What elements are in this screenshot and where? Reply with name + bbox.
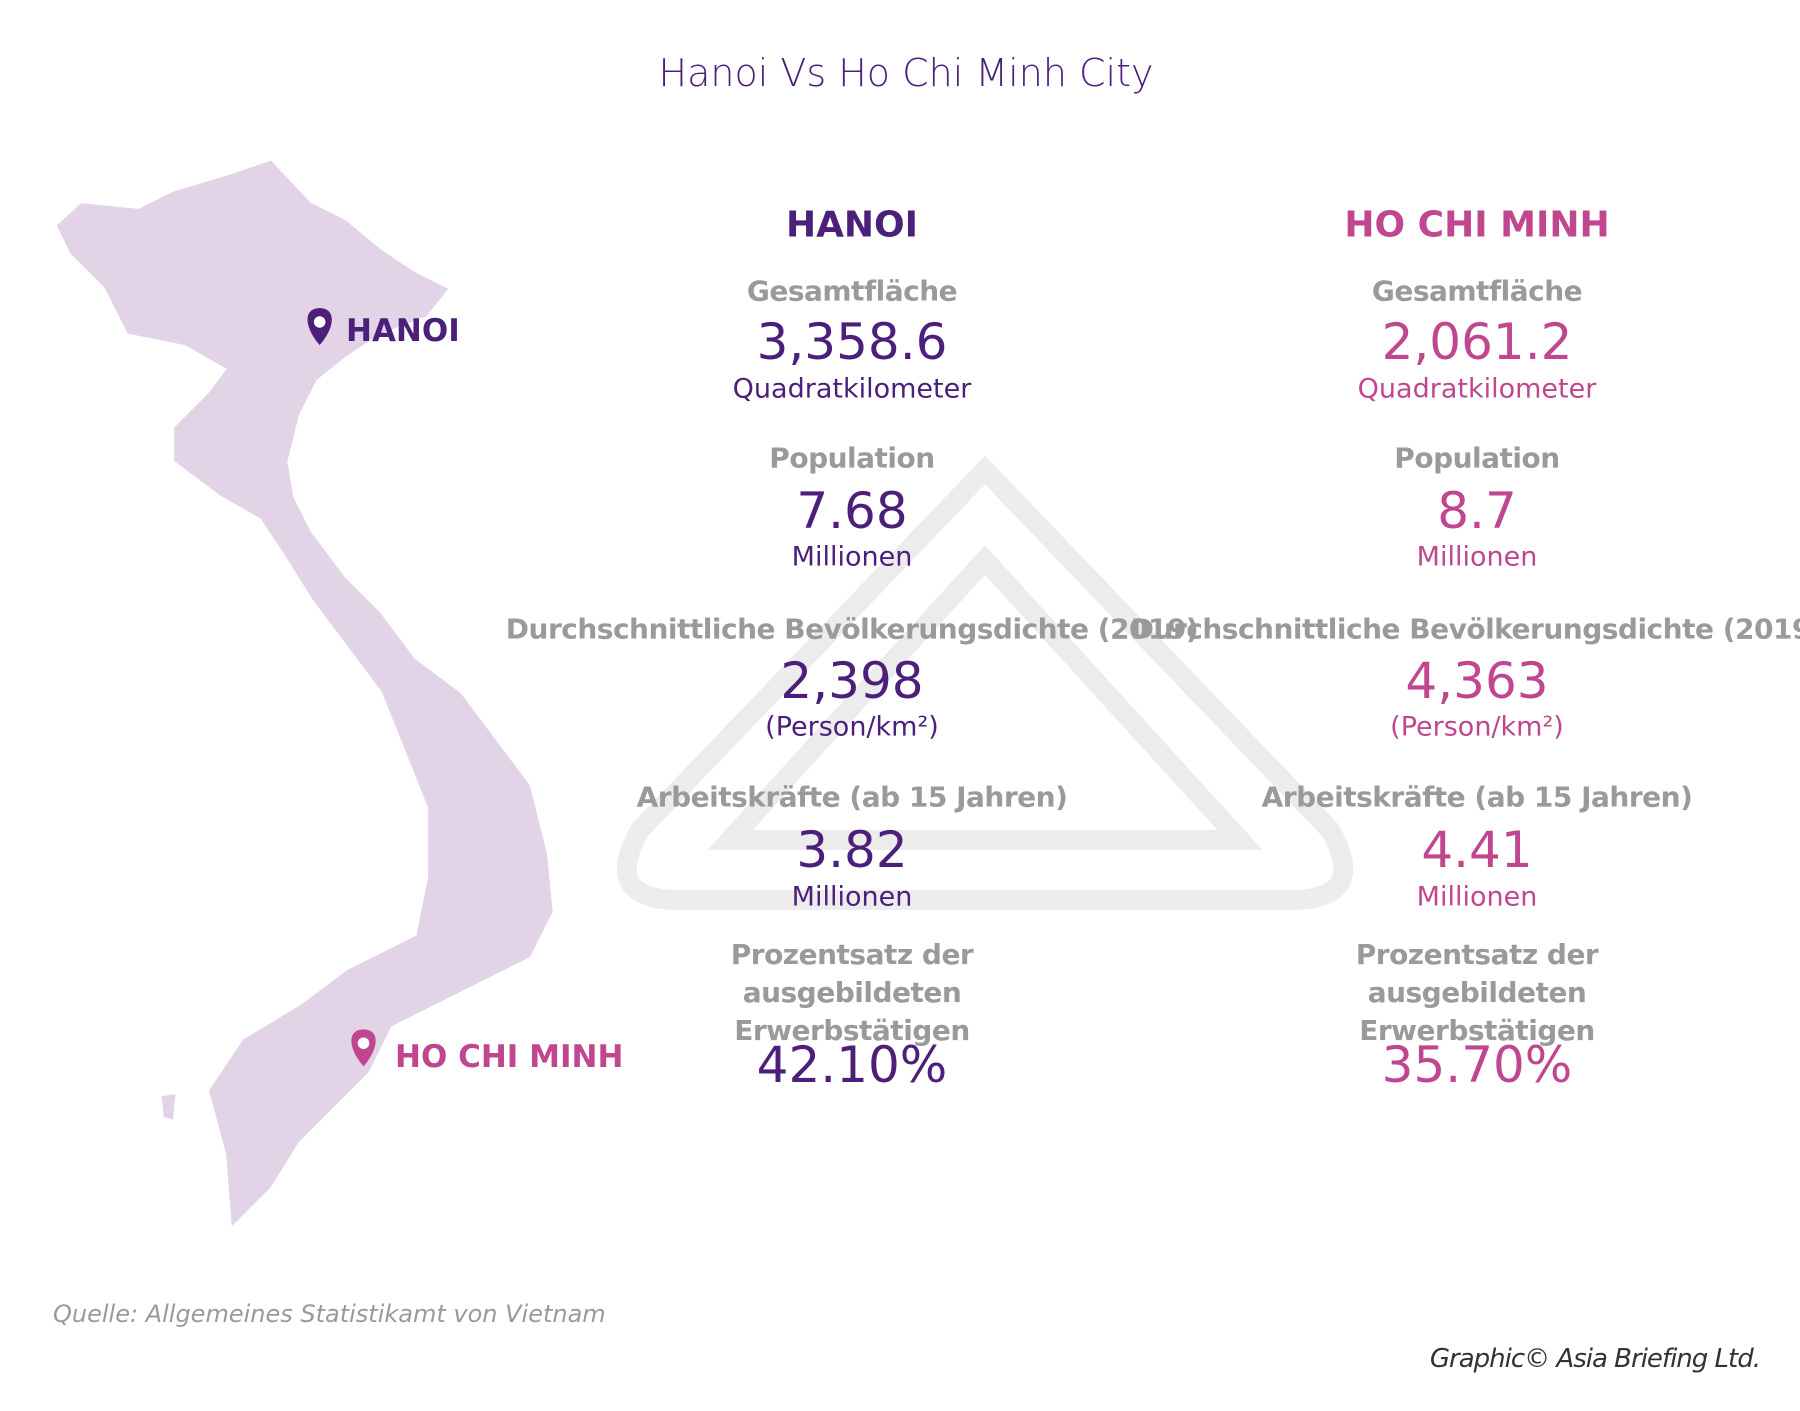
stat-label: Gesamtfläche bbox=[1371, 274, 1583, 308]
source: Quelle: Allgemeines Statistikamt von Vie… bbox=[53, 1300, 606, 1328]
map-label: HANOI bbox=[346, 313, 460, 349]
stat-label: Gesamtfläche bbox=[746, 274, 958, 308]
stat-value: 35.70% bbox=[1381, 1036, 1573, 1094]
hcm-pin bbox=[351, 1029, 376, 1067]
title: Hanoi Vs Ho Chi Minh City bbox=[658, 51, 1154, 95]
stat-label: Durchschnittliche Bevölkerungsdichte (20… bbox=[505, 612, 1199, 646]
stat-unit: Millionen bbox=[1416, 541, 1538, 573]
stat-label: Arbeitskräfte (ab 15 Jahren) bbox=[1261, 780, 1693, 814]
stat-unit: Quadratkilometer bbox=[732, 373, 972, 405]
vietnam-map bbox=[53, 157, 556, 1232]
island bbox=[161, 1093, 176, 1120]
stat-value: 4,363 bbox=[1405, 652, 1549, 710]
stat-value: 3,358.6 bbox=[756, 313, 948, 371]
stat-value: 42.10% bbox=[756, 1036, 948, 1094]
stat-unit: Millionen bbox=[791, 881, 913, 913]
stat-label: Prozentsatz der ausgebildeten Erwerbstät… bbox=[730, 938, 974, 1047]
watermark bbox=[616, 455, 1354, 910]
stat-label: Population bbox=[1394, 441, 1560, 475]
stat-value: 8.7 bbox=[1437, 482, 1517, 540]
credit: Graphic© Asia Briefing Ltd. bbox=[1429, 1344, 1761, 1374]
stat-label: Population bbox=[769, 441, 935, 475]
stat-unit: Millionen bbox=[791, 541, 913, 573]
stat-label: Durchschnittliche Bevölkerungsdichte (20… bbox=[1130, 612, 1800, 646]
stat-value: 7.68 bbox=[796, 482, 908, 540]
stat-value: 2,061.2 bbox=[1381, 313, 1573, 371]
stat-unit: (Person/km²) bbox=[1390, 711, 1564, 743]
stat-value: 4.41 bbox=[1421, 821, 1533, 879]
column-heading: HO CHI MINH bbox=[1344, 204, 1610, 246]
column-heading: HANOI bbox=[785, 204, 919, 246]
stat-unit: Quadratkilometer bbox=[1357, 373, 1597, 405]
stat-value: 3.82 bbox=[796, 821, 908, 879]
stat-value: 2,398 bbox=[780, 652, 924, 710]
stat-label: Arbeitskräfte (ab 15 Jahren) bbox=[636, 780, 1068, 814]
stat-label: Prozentsatz der ausgebildeten Erwerbstät… bbox=[1355, 938, 1599, 1047]
hanoi-pin bbox=[307, 308, 332, 346]
stat-unit: Millionen bbox=[1416, 881, 1538, 913]
map-label: HO CHI MINH bbox=[395, 1039, 624, 1075]
stat-unit: (Person/km²) bbox=[765, 711, 939, 743]
